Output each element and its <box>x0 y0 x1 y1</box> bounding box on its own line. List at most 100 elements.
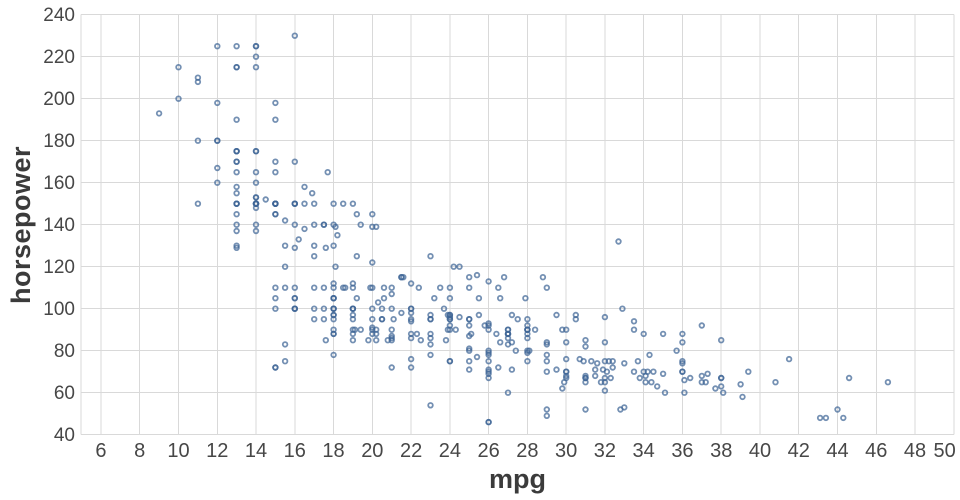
data-point <box>687 374 694 382</box>
y-tick-label: 240 <box>43 5 75 26</box>
data-point <box>698 379 705 386</box>
data-point <box>592 366 599 373</box>
data-point <box>500 274 508 281</box>
data-point <box>466 274 473 281</box>
data-point <box>311 284 318 291</box>
data-point <box>272 116 279 123</box>
data-point <box>384 337 391 344</box>
data-point <box>539 274 547 281</box>
data-point <box>281 263 289 270</box>
data-point <box>353 253 360 260</box>
data-point <box>594 360 601 367</box>
data-point <box>468 330 475 338</box>
data-point <box>291 244 298 251</box>
data-point <box>407 318 415 325</box>
data-point <box>745 368 752 375</box>
data-point <box>272 158 279 165</box>
data-point <box>353 210 360 218</box>
data-point <box>543 284 550 291</box>
data-point <box>524 316 531 323</box>
data-point <box>320 305 328 312</box>
data-point <box>466 316 473 323</box>
data-point <box>720 389 727 396</box>
data-point <box>563 339 570 346</box>
data-point <box>194 78 202 86</box>
x-tick-label: 32 <box>594 440 616 462</box>
data-point <box>281 217 289 224</box>
data-point <box>704 370 711 377</box>
data-point <box>413 330 421 338</box>
data-point <box>155 110 163 117</box>
data-point <box>640 368 647 375</box>
data-point <box>712 385 719 392</box>
data-point <box>661 389 669 396</box>
y-tick-label: 200 <box>43 89 75 110</box>
data-point <box>504 326 512 333</box>
data-point <box>442 337 450 344</box>
data-point <box>233 147 240 155</box>
data-point <box>380 284 388 291</box>
data-point <box>369 305 376 312</box>
data-point <box>609 364 616 371</box>
data-point <box>281 341 289 348</box>
data-point <box>407 355 415 363</box>
data-point <box>320 221 328 228</box>
data-point <box>718 383 725 390</box>
data-point <box>233 210 240 218</box>
data-point <box>233 63 240 71</box>
data-point <box>233 168 240 176</box>
data-point <box>718 374 725 382</box>
data-point <box>349 200 357 207</box>
data-point <box>572 316 579 323</box>
data-point <box>737 381 744 388</box>
data-point <box>845 374 853 382</box>
data-point <box>233 221 240 228</box>
data-point <box>340 200 347 207</box>
data-point <box>659 330 667 338</box>
x-tick-label: 40 <box>749 440 771 462</box>
data-point <box>291 158 298 165</box>
data-point <box>650 368 657 375</box>
data-point <box>214 99 221 107</box>
data-point <box>559 385 566 392</box>
data-point <box>415 284 422 291</box>
data-point <box>504 334 512 342</box>
data-point <box>681 376 688 384</box>
data-point <box>816 414 824 422</box>
data-point <box>553 311 560 319</box>
data-point <box>281 284 289 291</box>
data-point <box>291 221 298 228</box>
data-point <box>233 244 240 251</box>
data-point <box>330 200 337 207</box>
data-point <box>452 326 459 333</box>
data-point <box>388 364 395 371</box>
data-point <box>582 406 589 413</box>
data-point <box>252 221 260 228</box>
x-tick-label: 22 <box>400 440 422 462</box>
data-point <box>514 316 521 323</box>
y-tick-label: 140 <box>43 215 75 236</box>
data-point <box>252 43 260 50</box>
data-point <box>679 330 686 338</box>
data-point <box>619 305 626 312</box>
data-point <box>646 351 653 359</box>
data-point <box>378 316 386 323</box>
y-tick-label: 120 <box>43 257 75 278</box>
data-point <box>497 339 504 346</box>
data-point <box>175 63 182 71</box>
data-point <box>634 358 642 365</box>
data-point <box>497 295 504 302</box>
data-point <box>373 223 380 230</box>
data-point <box>597 379 605 386</box>
data-point <box>367 284 374 291</box>
data-point <box>508 311 516 319</box>
data-point <box>252 194 260 201</box>
data-point <box>485 374 492 382</box>
x-tick-label: 18 <box>322 440 344 462</box>
data-point <box>524 349 531 356</box>
data-point <box>233 183 240 191</box>
data-point <box>543 406 550 413</box>
data-point <box>407 280 415 287</box>
data-point <box>351 326 359 333</box>
